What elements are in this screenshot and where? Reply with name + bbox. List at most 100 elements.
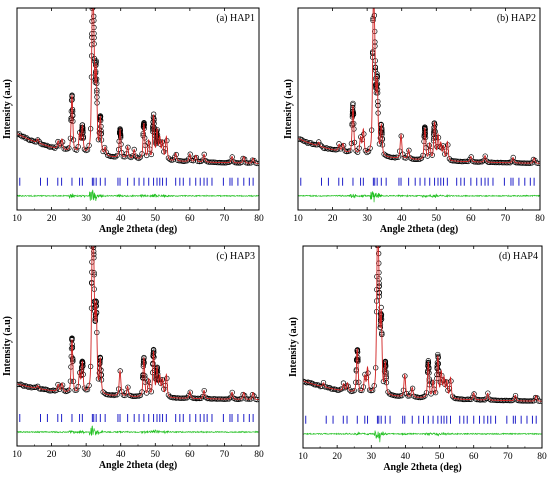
observed-point [241,392,248,399]
observed-point [17,131,22,137]
observed-point [187,389,193,395]
observed-point [201,151,207,157]
chart-panel-4: 10 20 30 40 50 60 70 80 Angle 2theta (deg) Intens… [288,240,547,473]
x-tick-label: 50 [435,452,445,462]
observed-point [371,383,377,389]
x-tick-label: 60 [185,450,195,460]
observed-point [128,154,134,161]
observed-point [317,142,323,148]
x-tick-label: 10 [298,452,308,462]
bragg-reflections [19,177,254,186]
observed-point [73,147,80,153]
x-tick-label: 80 [535,214,545,224]
x-axis-title: Angle 2theta (deg) [99,224,177,235]
observed-point [306,140,313,146]
observed-point [90,235,95,240]
observed-point [90,214,95,219]
observed-point [422,393,428,399]
x-tick-label: 10 [12,214,22,224]
x-tick-label: 50 [151,214,161,224]
observed-point [22,135,28,141]
observed-point [407,155,414,161]
observed-point [364,149,370,156]
observed-point [372,0,377,4]
x-tick-label: 70 [220,214,230,224]
observed-point [534,395,540,401]
y-axis-title: Intensity (a.u) [2,316,13,376]
observed-point [482,153,488,159]
observed-point [347,147,353,154]
observed-point [167,156,173,162]
difference-curve [303,430,542,443]
observed-point [90,221,95,226]
difference-curve [298,191,540,203]
x-tick-label: 40 [116,214,126,224]
observed-point [376,240,381,245]
y-axis-title: Intensity (a.u) [283,79,294,139]
y-axis-title: Intensity (a.u) [2,79,13,139]
observed-point [336,141,342,147]
observed-point [73,387,80,393]
observed-point [254,160,259,167]
x-tick-label: 60 [466,214,476,224]
x-tick-label: 80 [254,214,264,224]
observed-point [203,394,209,400]
observed-point [136,155,142,162]
observed-point [418,155,425,161]
observed-point [137,392,144,399]
bragg-reflections [19,414,254,422]
observed-point [372,2,377,7]
panel-label: (c) HAP3 [216,251,255,262]
observed-point [372,0,377,5]
observed-point [316,139,322,145]
observed-point [91,227,96,232]
x-tick-label: 30 [367,452,377,462]
x-tick-label: 30 [362,214,372,224]
x-tick-label: 80 [254,450,264,460]
observed-point [91,1,96,6]
x-tick-label: 10 [293,214,303,224]
observed-point [376,240,381,245]
x-tick-label: 70 [220,450,230,460]
observed-point [371,0,376,1]
observed-point [35,137,41,143]
observed-point [91,225,96,230]
observed-point [240,391,246,398]
observed-point [203,158,209,164]
x-tick-label: 10 [12,450,22,460]
observed-point [199,157,206,163]
bragg-reflections [300,177,535,186]
x-tick-label: 20 [47,450,57,460]
observed-point [371,0,376,2]
x-tick-label: 40 [401,452,411,462]
observed-point [17,132,24,139]
observed-point [372,1,377,6]
observed-point [371,8,375,9]
chart-panel-1: 10 20 30 40 50 60 70 80 Angle 2theta (deg) Intens… [2,0,264,235]
observed-point [429,152,435,158]
observed-point [143,390,150,396]
observed-point [90,228,95,233]
observed-point [372,0,377,5]
observed-point [254,396,259,403]
panel-label: (b) HAP2 [497,13,536,24]
observed-point [433,389,439,396]
x-tick-label: 50 [151,450,161,460]
y-axis-title: Intensity (a.u) [288,317,299,377]
x-axis-title: Angle 2theta (deg) [99,460,177,471]
observed-point [537,398,542,404]
panel-label: (a) HAP1 [216,13,255,24]
observed-point [42,142,49,148]
calculated-profile [17,8,259,164]
observed-point [129,153,136,159]
observed-point [91,216,96,221]
observed-point [372,0,377,5]
x-tick-label: 20 [328,214,338,224]
observed-point [249,392,256,398]
observed-point [201,387,207,394]
observed-point [359,387,365,394]
x-tick-label: 50 [432,214,442,224]
observed-point [91,0,96,2]
observed-point [137,154,144,160]
